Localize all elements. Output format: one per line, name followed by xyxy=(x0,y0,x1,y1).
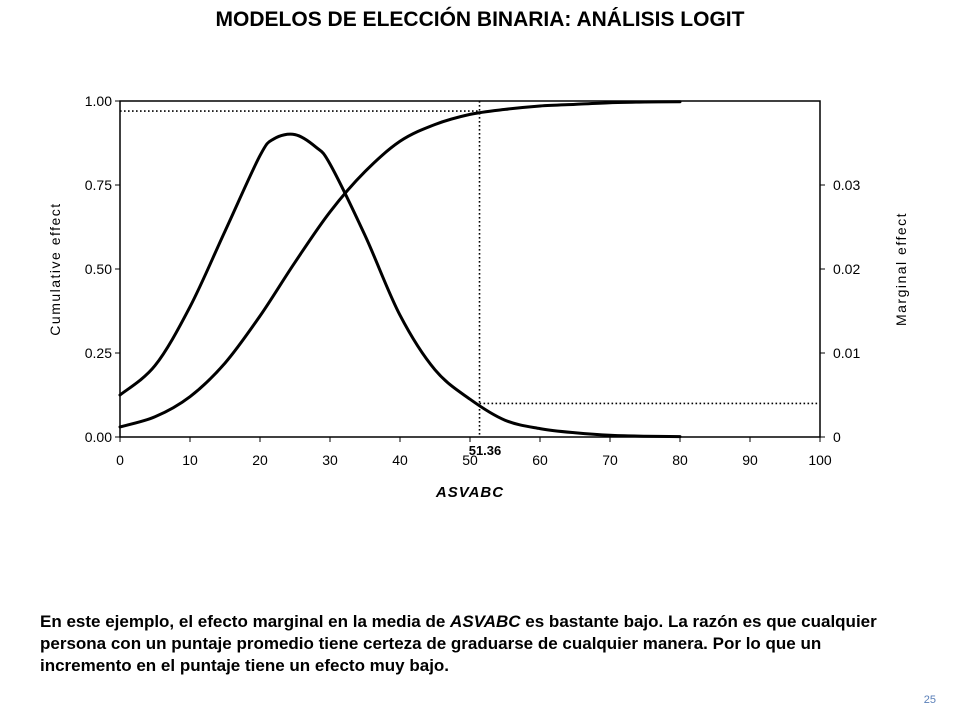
chart: 0 10 20 30 40 50 60 70 80 90 100 0.00 0.25 0.50 0.75 1… xyxy=(47,93,909,501)
x-tick-label: 40 xyxy=(392,452,408,468)
left-axis-label: Cumulative effect xyxy=(47,202,63,335)
left-tick-label: 0.25 xyxy=(85,345,112,361)
page-number: 25 xyxy=(923,694,936,706)
body-text: En este ejemplo, el efecto marginal en l… xyxy=(40,611,910,677)
mean-guides xyxy=(120,101,820,437)
series-lines xyxy=(118,100,682,439)
x-tick-label: 20 xyxy=(252,452,268,468)
x-tick-label: 60 xyxy=(532,452,548,468)
x-tick-label: 50 xyxy=(462,452,478,468)
left-tick-label: 0.75 xyxy=(85,177,112,193)
x-axis-ticks: 0 10 20 30 40 50 60 70 80 90 100 xyxy=(116,437,832,468)
right-axis-label: Marginal effect xyxy=(893,212,909,326)
right-tick-label: 0.03 xyxy=(833,177,860,193)
x-axis-label: ASVABC xyxy=(435,484,504,501)
left-tick-label: 1.00 xyxy=(85,93,112,109)
x-tick-label: 80 xyxy=(672,452,688,468)
right-axis-ticks: 0 0.01 0.02 0.03 xyxy=(820,177,860,445)
body-text-italic: ASVABC xyxy=(450,612,521,631)
right-tick-label: 0.02 xyxy=(833,261,860,277)
cumulative-effect-line xyxy=(118,100,682,429)
marginal-effect-line xyxy=(118,132,682,439)
x-tick-label: 100 xyxy=(808,452,832,468)
x-tick-label: 30 xyxy=(322,452,338,468)
right-tick-label: 0.01 xyxy=(833,345,860,361)
body-text-part1: En este ejemplo, el efecto marginal en l… xyxy=(40,612,451,631)
plot-frame xyxy=(119,100,821,438)
slide-title: MODELOS DE ELECCIÓN BINARIA: ANÁLISIS LO… xyxy=(215,8,745,31)
x-tick-label: 70 xyxy=(602,452,618,468)
x-tick-label: 90 xyxy=(742,452,758,468)
left-tick-label: 0.50 xyxy=(85,261,112,277)
x-tick-label: 10 xyxy=(182,452,198,468)
left-axis-ticks: 0.00 0.25 0.50 0.75 1.00 xyxy=(85,93,120,445)
left-tick-label: 0.00 xyxy=(85,429,112,445)
x-tick-label: 0 xyxy=(116,452,124,468)
body-text-part2: es bastante bajo. La razón es que cualqu… xyxy=(40,612,877,675)
mean-annotation-label: 51.36 xyxy=(469,443,502,458)
right-tick-label: 0 xyxy=(833,429,841,445)
